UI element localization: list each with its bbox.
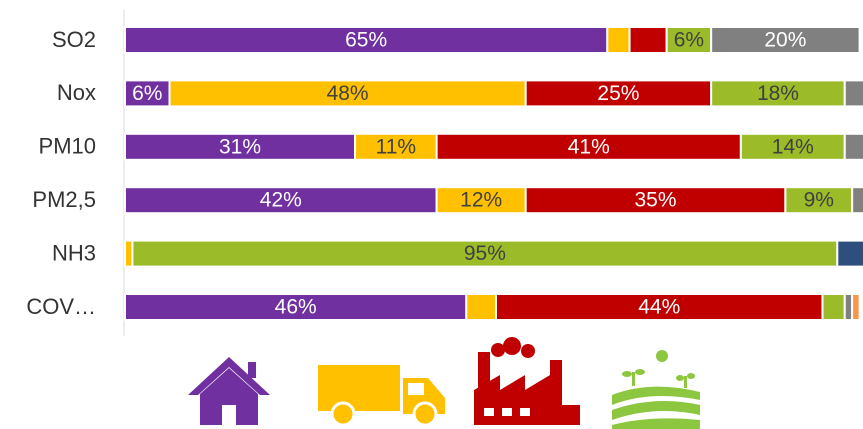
truck-icon bbox=[318, 365, 445, 427]
bar-segment bbox=[851, 293, 861, 321]
data-label: 20% bbox=[764, 29, 806, 52]
y-tick-label: SO2 bbox=[52, 27, 96, 52]
data-label: 31% bbox=[219, 135, 261, 158]
y-tick-label: COV… bbox=[26, 294, 96, 319]
bar-segment bbox=[606, 26, 631, 54]
bar-segment bbox=[851, 186, 863, 215]
data-label: 11% bbox=[376, 135, 416, 158]
data-label: 18% bbox=[757, 82, 799, 105]
bar-segment bbox=[710, 79, 846, 108]
data-label: 65% bbox=[345, 29, 387, 52]
bar-segment bbox=[124, 132, 357, 161]
bar-segment bbox=[836, 239, 863, 268]
bar-segment bbox=[739, 132, 846, 161]
data-label: 6% bbox=[674, 29, 704, 52]
bar-segment bbox=[124, 186, 438, 215]
bar-segment bbox=[843, 132, 863, 161]
bar-segment bbox=[524, 186, 787, 215]
data-label: 48% bbox=[327, 82, 369, 105]
bar-segment bbox=[435, 186, 527, 215]
y-tick-label: NH3 bbox=[52, 240, 96, 265]
house-icon bbox=[188, 357, 270, 425]
bar-segment bbox=[524, 79, 713, 108]
data-label: 42% bbox=[260, 189, 302, 212]
bar-segment bbox=[124, 293, 468, 321]
data-label: 9% bbox=[804, 189, 834, 212]
data-label: 41% bbox=[568, 135, 610, 158]
data-label: 6% bbox=[132, 82, 162, 105]
bar-segment bbox=[843, 293, 854, 321]
bar-segment bbox=[495, 293, 824, 321]
data-label: 95% bbox=[464, 242, 506, 265]
icons bbox=[188, 337, 700, 429]
y-tick-label: Nox bbox=[57, 80, 96, 105]
bar-segment bbox=[124, 26, 609, 54]
bar-segment bbox=[710, 26, 861, 54]
y-tick-label: PM2,5 bbox=[32, 187, 96, 212]
bar-segment bbox=[354, 132, 438, 161]
data-label: 14% bbox=[772, 135, 814, 158]
bar-segment bbox=[465, 293, 498, 321]
data-label: 35% bbox=[635, 189, 677, 212]
data-label: 25% bbox=[597, 82, 639, 105]
bar-segment bbox=[665, 26, 713, 54]
bar-segment bbox=[131, 239, 839, 268]
bar-segment bbox=[124, 239, 134, 268]
bar-segment bbox=[628, 26, 668, 54]
data-label: 46% bbox=[275, 296, 317, 319]
field-icon bbox=[612, 350, 700, 429]
y-tick-label: PM10 bbox=[39, 134, 96, 159]
factory-icon bbox=[474, 337, 580, 425]
data-label: 12% bbox=[460, 189, 502, 212]
bar-segment bbox=[843, 79, 863, 108]
bar-segment bbox=[821, 293, 846, 321]
data-label: 44% bbox=[638, 296, 680, 319]
